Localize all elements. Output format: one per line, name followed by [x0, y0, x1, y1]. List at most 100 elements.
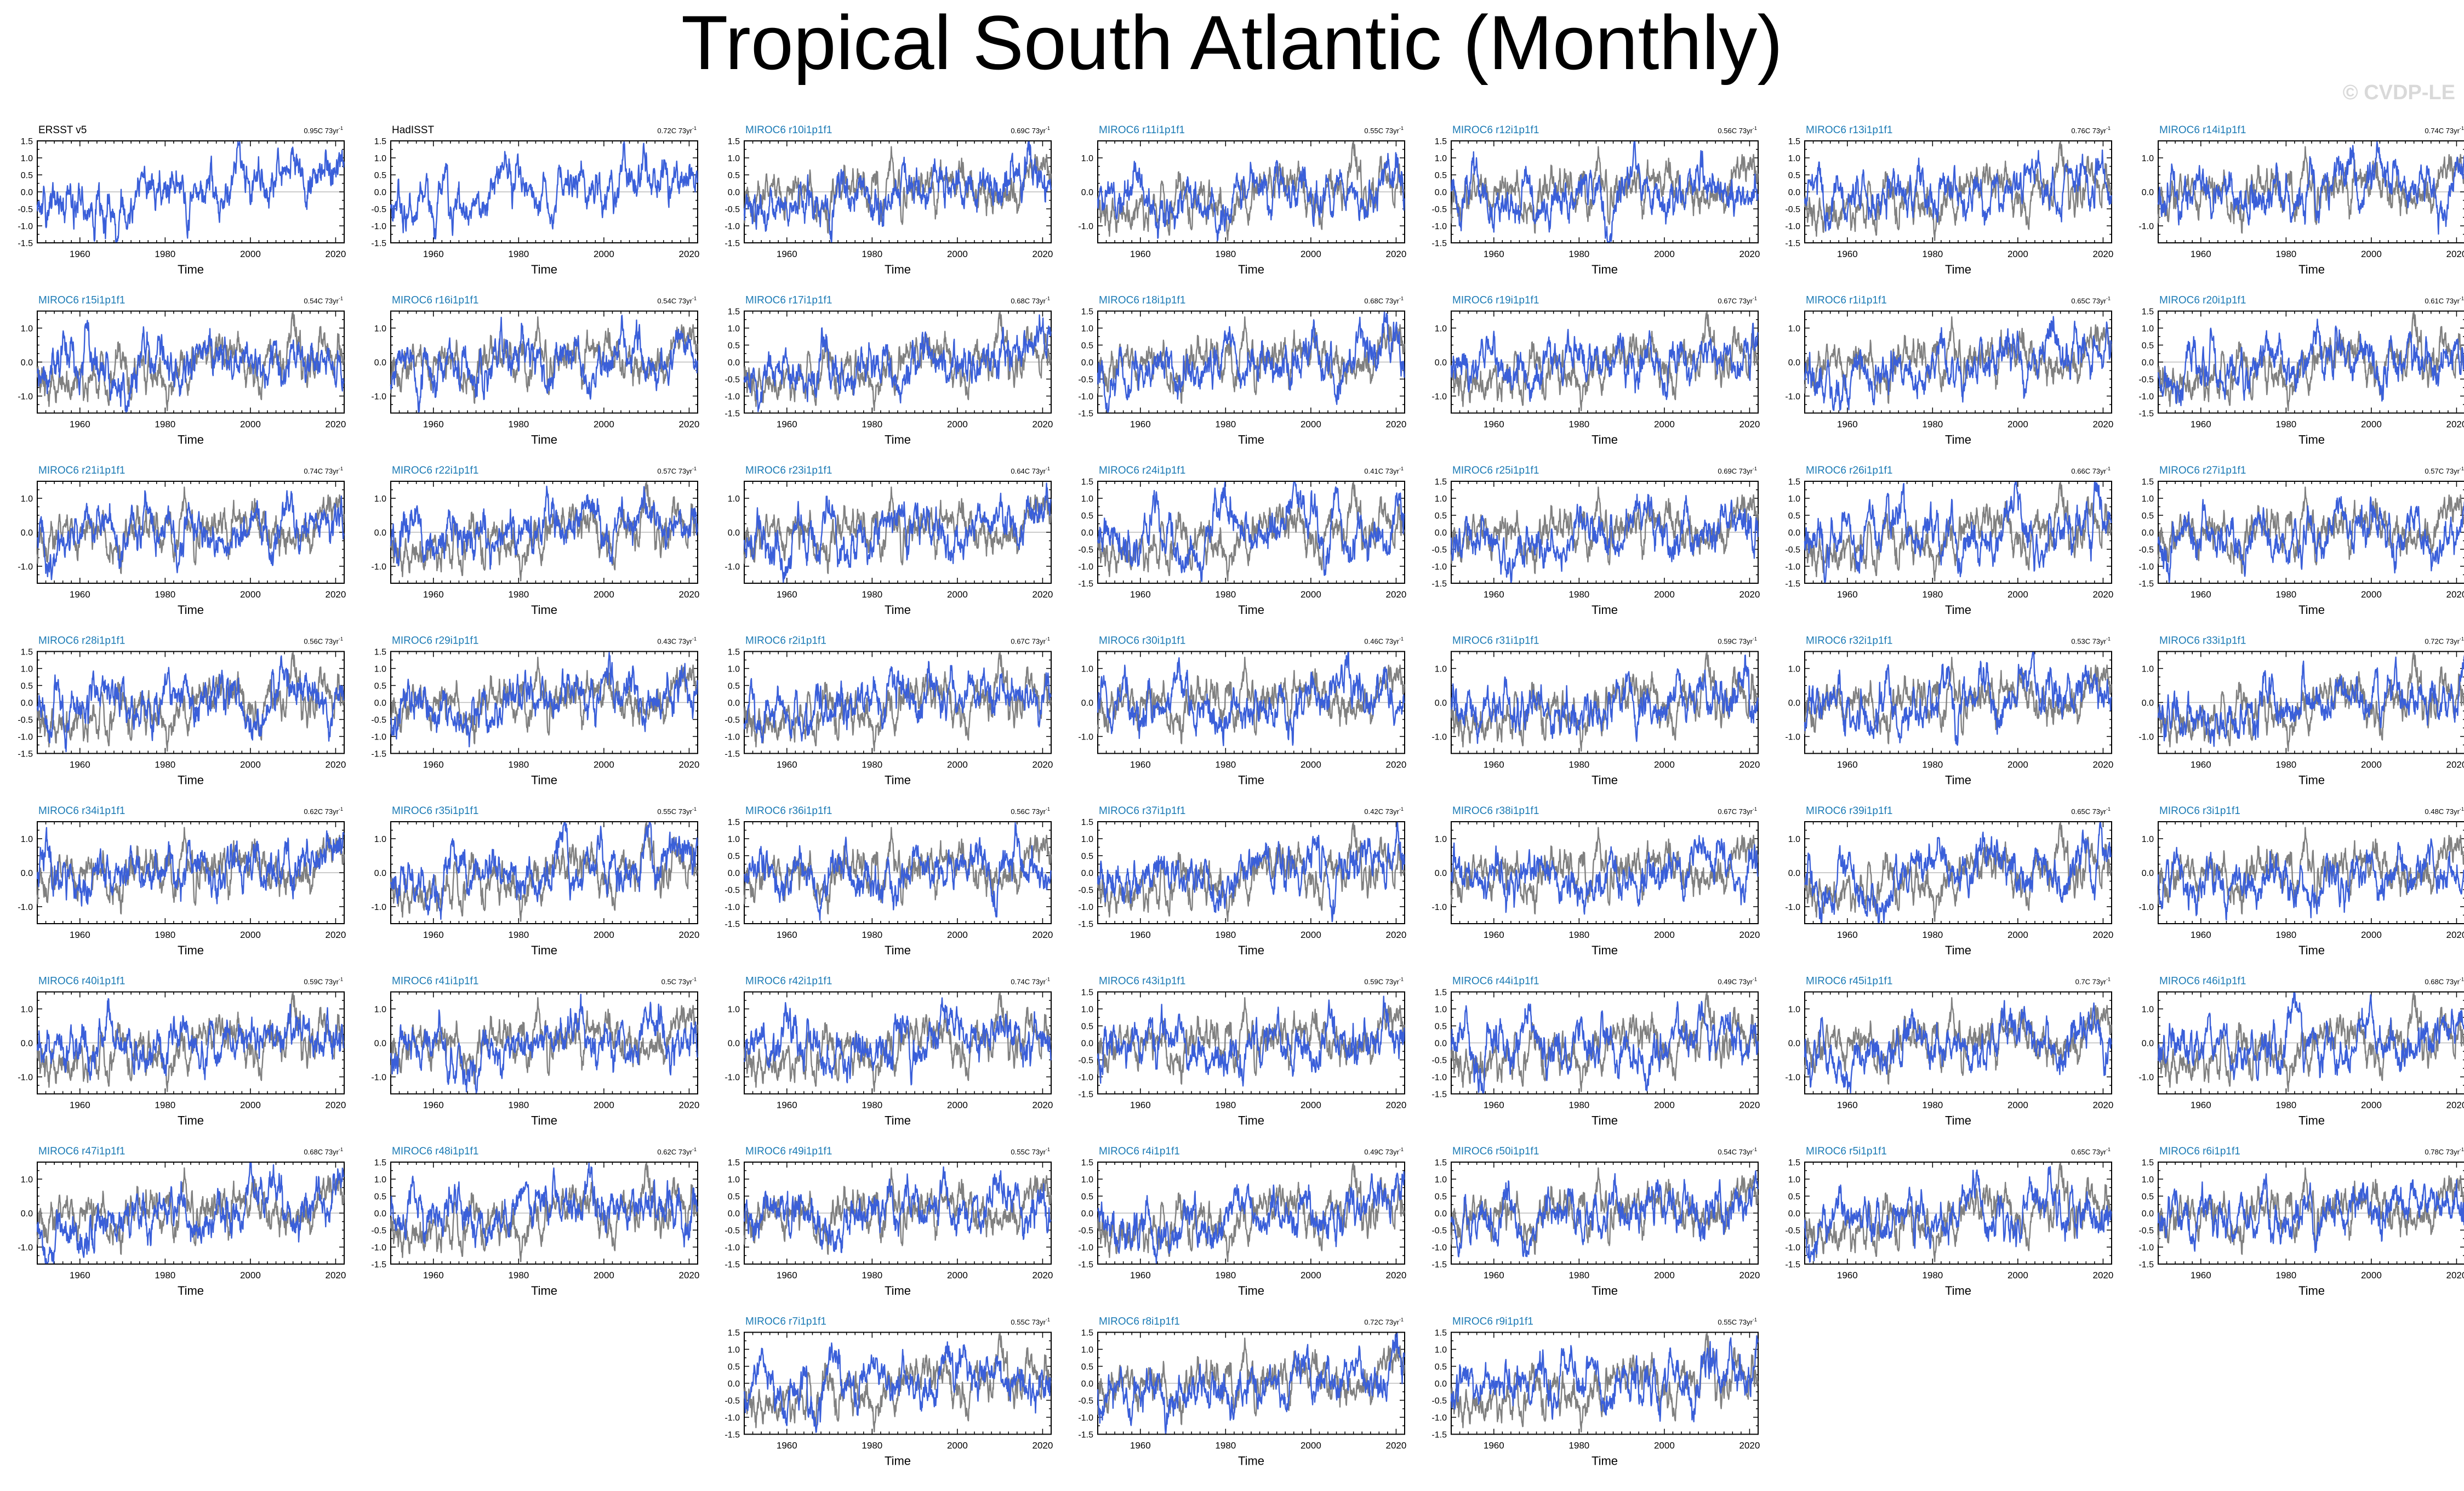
y-tick-label: -0.5 [2138, 545, 2154, 555]
y-tick-label: -1.0 [1785, 222, 1800, 231]
y-tick-label: 1.0 [1081, 325, 1093, 334]
x-tick-label: 1980 [508, 1100, 529, 1111]
x-tick-label: 1960 [777, 1100, 797, 1111]
y-tick-label: -1.0 [1431, 392, 1447, 402]
x-tick-label: 2000 [947, 589, 968, 600]
x-tick-label: 1960 [777, 589, 797, 600]
figure-title: Tropical South Atlantic (Monthly) [681, 0, 1783, 86]
model-series-line [1450, 141, 1759, 243]
panel-name-label: MIROC6 r12i1p1f1 [1452, 124, 1539, 136]
y-tick-label: -1.0 [371, 222, 386, 231]
x-tick-label: 2000 [2007, 249, 2028, 259]
panel-trend-label: 0.69C 73yr-1 [1011, 126, 1050, 135]
y-tick-label: -1.0 [1431, 562, 1447, 572]
y-tick-label: 0.0 [1788, 188, 1800, 197]
panel-name-label: MIROC6 r11i1p1f1 [1099, 124, 1185, 136]
panel-trend-label: 0.48C 73yr-1 [2425, 806, 2464, 816]
y-tick-label: 0.0 [2142, 869, 2154, 878]
y-tick-label: 1.5 [1788, 137, 1800, 146]
x-tick-label: 2000 [947, 930, 968, 940]
y-tick-label: 0.0 [1788, 1039, 1800, 1049]
x-tick-label: 2000 [594, 1100, 614, 1111]
y-tick-label: -1.0 [18, 733, 33, 742]
y-tick-label: 0.0 [728, 188, 740, 197]
observed-series-line [1097, 141, 1405, 241]
y-tick-label: 0.5 [1788, 511, 1800, 521]
panel-trend-label: 0.65C 73yr-1 [2071, 806, 2111, 816]
x-tick-label: 2020 [1386, 1100, 1407, 1111]
x-tick-label: 1960 [1837, 589, 1858, 600]
panel-trend-label: 0.62C 73yr-1 [304, 806, 343, 816]
observed-series-line [1450, 827, 1759, 915]
y-tick-label: 0.5 [1081, 1022, 1093, 1032]
x-tick-label: 1960 [1837, 419, 1858, 430]
x-tick-label: 2000 [2361, 1100, 2382, 1111]
x-tick-label: 2000 [1301, 419, 1321, 430]
y-tick-label: -1.0 [18, 392, 33, 402]
panel-miroc6-r23i1p1f1: 1960 1980 2000 2020 1.0 0.0 -1.0 MIROC6 r23i1p1… [725, 465, 1053, 617]
x-tick-label: 2000 [1654, 930, 1675, 940]
model-series-line [1450, 655, 1759, 744]
panel-name-label: MIROC6 r28i1p1f1 [38, 635, 125, 647]
x-tick-label: 2020 [679, 930, 700, 940]
x-tick-label: 2020 [2093, 249, 2114, 259]
y-tick-label: 0.5 [728, 342, 740, 351]
y-tick-label: 0.0 [1081, 528, 1093, 538]
y-tick-label: 1.0 [1435, 325, 1447, 334]
panel-name-label: MIROC6 r13i1p1f1 [1806, 124, 1892, 136]
x-axis-title: Time [1592, 263, 1618, 276]
x-tick-label: 1980 [1568, 589, 1589, 600]
x-tick-label: 1960 [1130, 419, 1151, 430]
y-tick-label: -1.0 [18, 903, 33, 912]
y-tick-label: 0.0 [2142, 1039, 2154, 1049]
x-tick-label: 1980 [1568, 1100, 1589, 1111]
x-tick-label: 1960 [423, 589, 444, 600]
y-tick-label: 1.0 [1788, 665, 1800, 674]
panel-trend-label: 0.57C 73yr-1 [657, 466, 697, 475]
panel-name-label: MIROC6 r3i1p1f1 [2159, 805, 2240, 817]
panel-trend-label: 0.76C 73yr-1 [2071, 126, 2111, 135]
y-tick-label: 0.0 [1435, 869, 1447, 878]
x-tick-label: 2020 [326, 419, 346, 430]
y-tick-label: 0.0 [1435, 699, 1447, 708]
panel-miroc6-r35i1p1f1: 1960 1980 2000 2020 1.0 0.0 -1.0 MIROC6 r35i1p1… [371, 805, 699, 957]
model-series-line [1097, 995, 1405, 1087]
panel-trend-label: 0.67C 73yr-1 [1718, 296, 1757, 305]
y-tick-label: -1.0 [371, 733, 386, 742]
x-axis-title: Time [1238, 603, 1264, 617]
x-tick-label: 1960 [1837, 760, 1858, 770]
x-tick-label: 1960 [2191, 249, 2211, 259]
x-tick-label: 1980 [1922, 589, 1943, 600]
panel-name-label: MIROC6 r15i1p1f1 [38, 295, 125, 306]
observed-series-line [2157, 486, 2464, 574]
y-tick-label: -1.0 [1785, 562, 1800, 572]
y-tick-label: -1.0 [1431, 1073, 1447, 1083]
model-series-line [1097, 311, 1405, 413]
x-tick-label: 1980 [2275, 930, 2296, 940]
panel-miroc6-r22i1p1f1: 1960 1980 2000 2020 1.0 0.0 -1.0 MIROC6 r22i1p1… [371, 465, 699, 617]
y-tick-label: -1.5 [725, 920, 740, 929]
panel-trend-label: 0.56C 73yr-1 [1718, 126, 1757, 135]
x-axis-title: Time [178, 1114, 204, 1128]
panel-miroc6-r2i1p1f1: 1960 1980 2000 2020 1.5 1.0 0.5 0.0 -0.5 -1.0 -1.5… [725, 635, 1053, 787]
y-tick-label: 1.5 [2142, 477, 2154, 487]
x-tick-label: 1980 [2275, 249, 2296, 259]
model-series-line [2157, 655, 2464, 747]
y-tick-label: -0.5 [1078, 886, 1093, 895]
panel-name-label: MIROC6 r43i1p1f1 [1099, 976, 1185, 987]
panel-trend-label: 0.68C 73yr-1 [1011, 296, 1050, 305]
x-axis-title: Time [178, 773, 204, 787]
y-tick-label: 0.0 [2142, 528, 2154, 538]
x-tick-label: 1960 [2191, 419, 2211, 430]
y-tick-label: -1.5 [725, 239, 740, 248]
panel-trend-label: 0.72C 73yr-1 [2425, 636, 2464, 646]
y-tick-label: 0.0 [728, 528, 740, 538]
y-tick-label: 1.5 [728, 137, 740, 146]
y-tick-label: -1.5 [1785, 239, 1800, 248]
x-tick-label: 2020 [2093, 589, 2114, 600]
y-tick-label: 0.0 [2142, 699, 2154, 708]
panel-trend-label: 0.54C 73yr-1 [657, 296, 697, 305]
y-tick-label: 1.5 [1081, 988, 1093, 998]
x-axis-title: Time [2298, 773, 2325, 787]
x-tick-label: 2020 [2446, 419, 2464, 430]
